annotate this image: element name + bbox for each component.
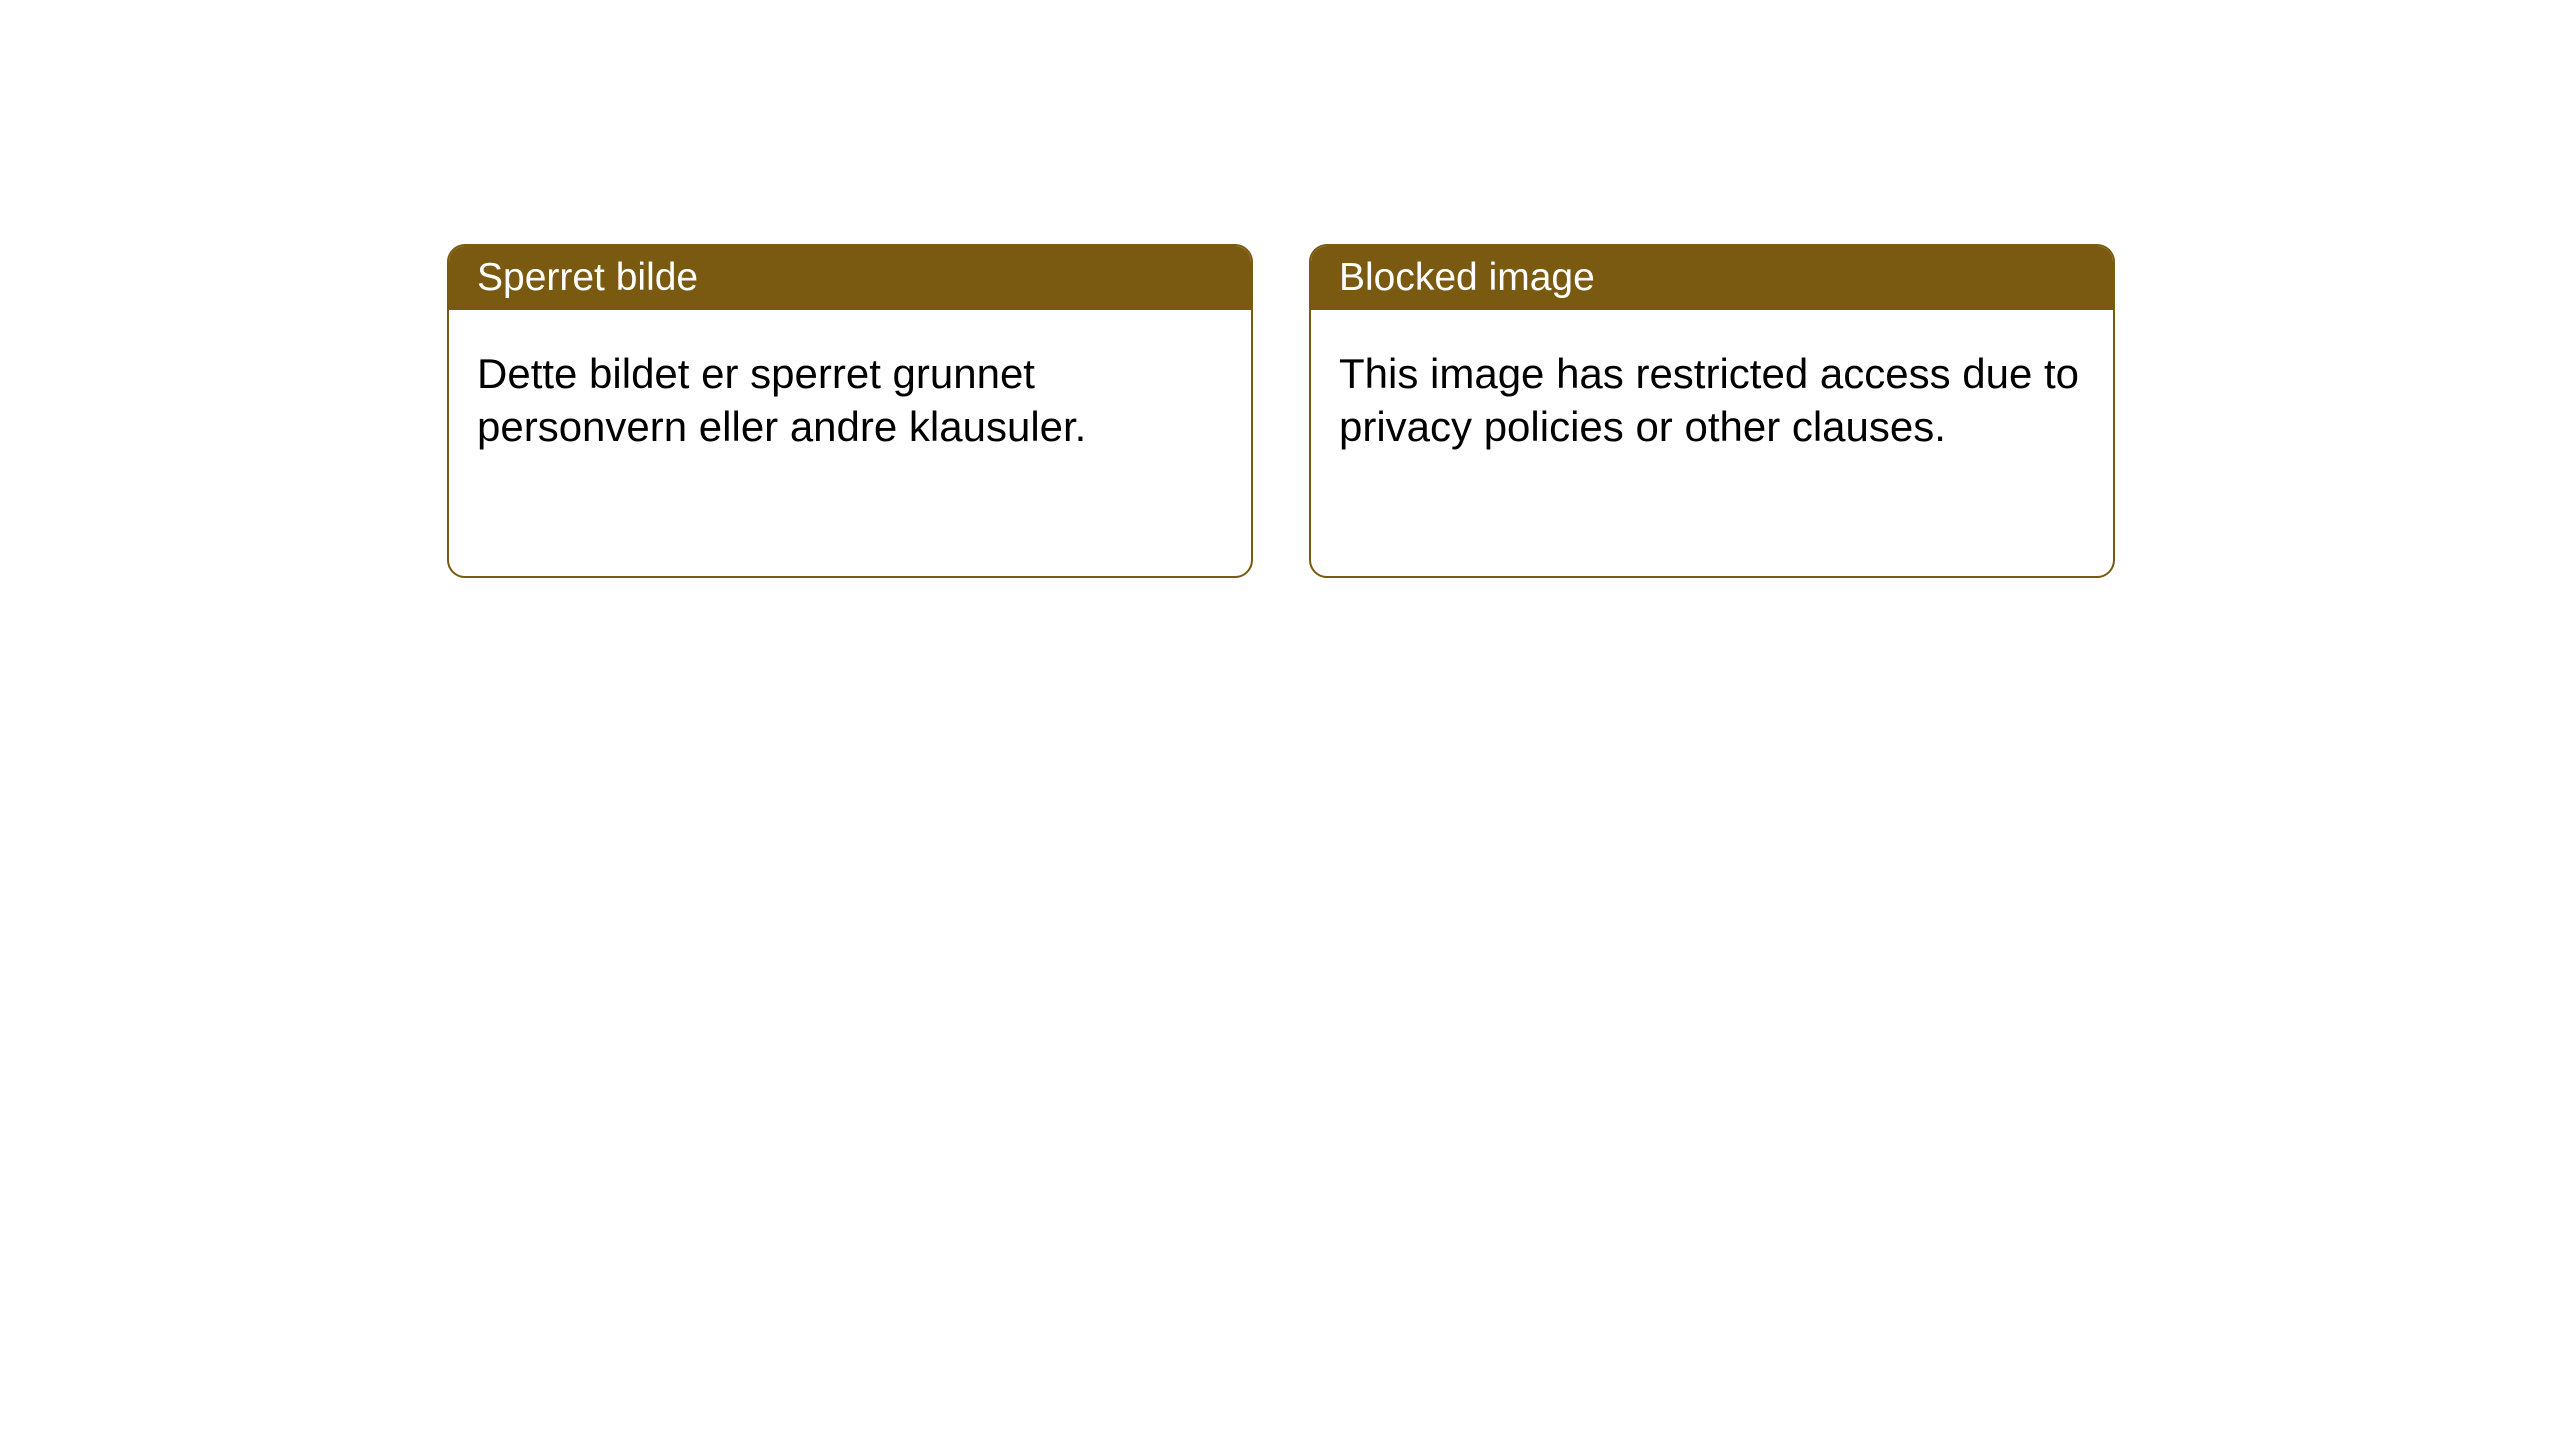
notice-body: This image has restricted access due to … bbox=[1311, 310, 2113, 491]
notice-card-english: Blocked image This image has restricted … bbox=[1309, 244, 2115, 578]
notice-card-norwegian: Sperret bilde Dette bildet er sperret gr… bbox=[447, 244, 1253, 578]
notice-header: Sperret bilde bbox=[449, 246, 1251, 310]
notice-container: Sperret bilde Dette bildet er sperret gr… bbox=[0, 0, 2560, 578]
notice-header: Blocked image bbox=[1311, 246, 2113, 310]
notice-body: Dette bildet er sperret grunnet personve… bbox=[449, 310, 1251, 491]
